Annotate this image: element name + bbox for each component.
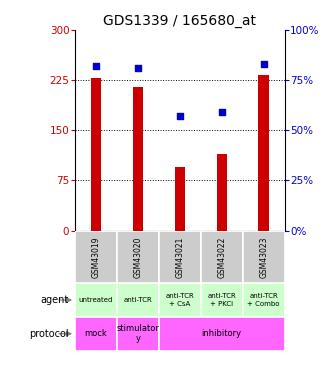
Point xyxy=(219,109,224,115)
Bar xyxy=(91,78,101,231)
Bar xyxy=(174,167,185,231)
Bar xyxy=(243,283,285,317)
Text: anti-TCR: anti-TCR xyxy=(124,297,152,303)
Bar xyxy=(117,231,159,283)
Bar xyxy=(75,317,117,351)
Text: GSM43022: GSM43022 xyxy=(217,236,226,278)
Point xyxy=(135,65,141,71)
Text: protocol: protocol xyxy=(29,329,68,339)
Bar xyxy=(159,283,201,317)
Bar xyxy=(75,231,117,283)
Text: GSM43019: GSM43019 xyxy=(91,236,101,278)
Bar xyxy=(133,87,143,231)
Bar xyxy=(201,283,243,317)
Bar xyxy=(159,231,201,283)
Text: GSM43023: GSM43023 xyxy=(259,236,268,278)
Title: GDS1339 / 165680_at: GDS1339 / 165680_at xyxy=(103,13,256,28)
Text: stimulator
y: stimulator y xyxy=(117,324,159,344)
Text: anti-TCR
+ CsA: anti-TCR + CsA xyxy=(166,294,194,306)
Point xyxy=(177,113,182,119)
Text: inhibitory: inhibitory xyxy=(202,329,242,338)
Bar xyxy=(243,231,285,283)
Text: untreated: untreated xyxy=(79,297,113,303)
Bar xyxy=(216,154,227,231)
Text: agent: agent xyxy=(40,295,68,305)
Bar xyxy=(117,317,159,351)
Bar xyxy=(201,231,243,283)
Text: GSM43021: GSM43021 xyxy=(175,236,184,278)
Text: GSM43020: GSM43020 xyxy=(133,236,143,278)
Text: anti-TCR
+ Combo: anti-TCR + Combo xyxy=(247,294,280,306)
Bar xyxy=(159,317,285,351)
Point xyxy=(93,63,99,69)
Bar xyxy=(75,283,117,317)
Bar xyxy=(117,283,159,317)
Text: mock: mock xyxy=(85,329,107,338)
Point xyxy=(261,61,266,67)
Bar xyxy=(258,75,269,231)
Text: anti-TCR
+ PKCi: anti-TCR + PKCi xyxy=(207,294,236,306)
